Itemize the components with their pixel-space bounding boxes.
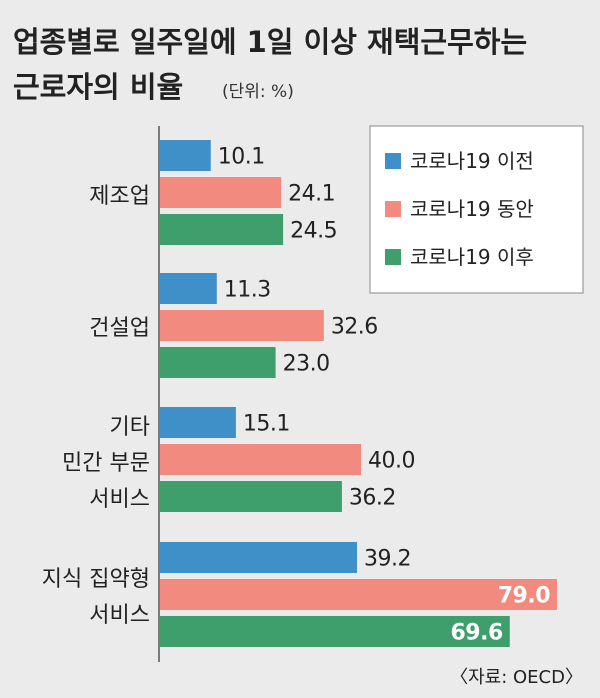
legend-swatch: [385, 249, 401, 265]
category-label: 건설업: [89, 316, 150, 341]
category-label: 민간 부문: [62, 451, 150, 476]
legend-label: 코로나19 이전: [410, 149, 534, 173]
category-label: 지식 집약형: [42, 567, 150, 592]
bar: [160, 542, 357, 573]
legend-box: [369, 125, 584, 294]
bar: [160, 214, 284, 245]
value-label: 24.1: [288, 182, 335, 207]
legend-label: 코로나19 이후: [410, 245, 534, 269]
legend-label: 코로나19 동안: [410, 197, 534, 221]
value-label: 36.2: [349, 486, 396, 511]
legend-swatch: [385, 201, 401, 217]
value-label: 15.1: [243, 412, 290, 437]
bar: [160, 273, 217, 304]
bar: [160, 579, 557, 610]
category-label: 기타: [110, 415, 150, 440]
title-line: 업종별로 일주일에 1일 이상 재택근무하는: [13, 25, 527, 59]
value-label: 32.6: [331, 315, 378, 340]
value-label: 69.6: [450, 621, 502, 646]
bar: [160, 347, 276, 378]
bar: [160, 444, 362, 475]
source-label: 〈자료: OECD〉: [450, 667, 583, 688]
bar: [160, 177, 282, 208]
unit-label: (단위: %): [222, 82, 294, 102]
value-label: 23.0: [283, 352, 330, 377]
value-label: 79.0: [498, 584, 550, 609]
category-label: 서비스: [89, 487, 150, 512]
bar: [160, 616, 510, 647]
value-label: 11.3: [224, 278, 271, 303]
title-line: 근로자의 비율: [13, 70, 183, 104]
category-label: 서비스: [89, 603, 150, 628]
bars: 10.1 11.3 15.1 39.2 24.1 32.6 40.0 79.0 24.5 23.0…: [160, 140, 557, 647]
bar: [160, 310, 324, 341]
legend-swatch: [385, 153, 401, 169]
value-label: 39.2: [364, 547, 411, 572]
bar: [160, 140, 211, 171]
category-label: 제조업: [89, 184, 150, 209]
bar: [160, 407, 236, 438]
value-label: 40.0: [368, 449, 415, 474]
value-label: 10.1: [218, 145, 265, 170]
value-label: 24.5: [290, 219, 337, 244]
bar: [160, 481, 342, 512]
